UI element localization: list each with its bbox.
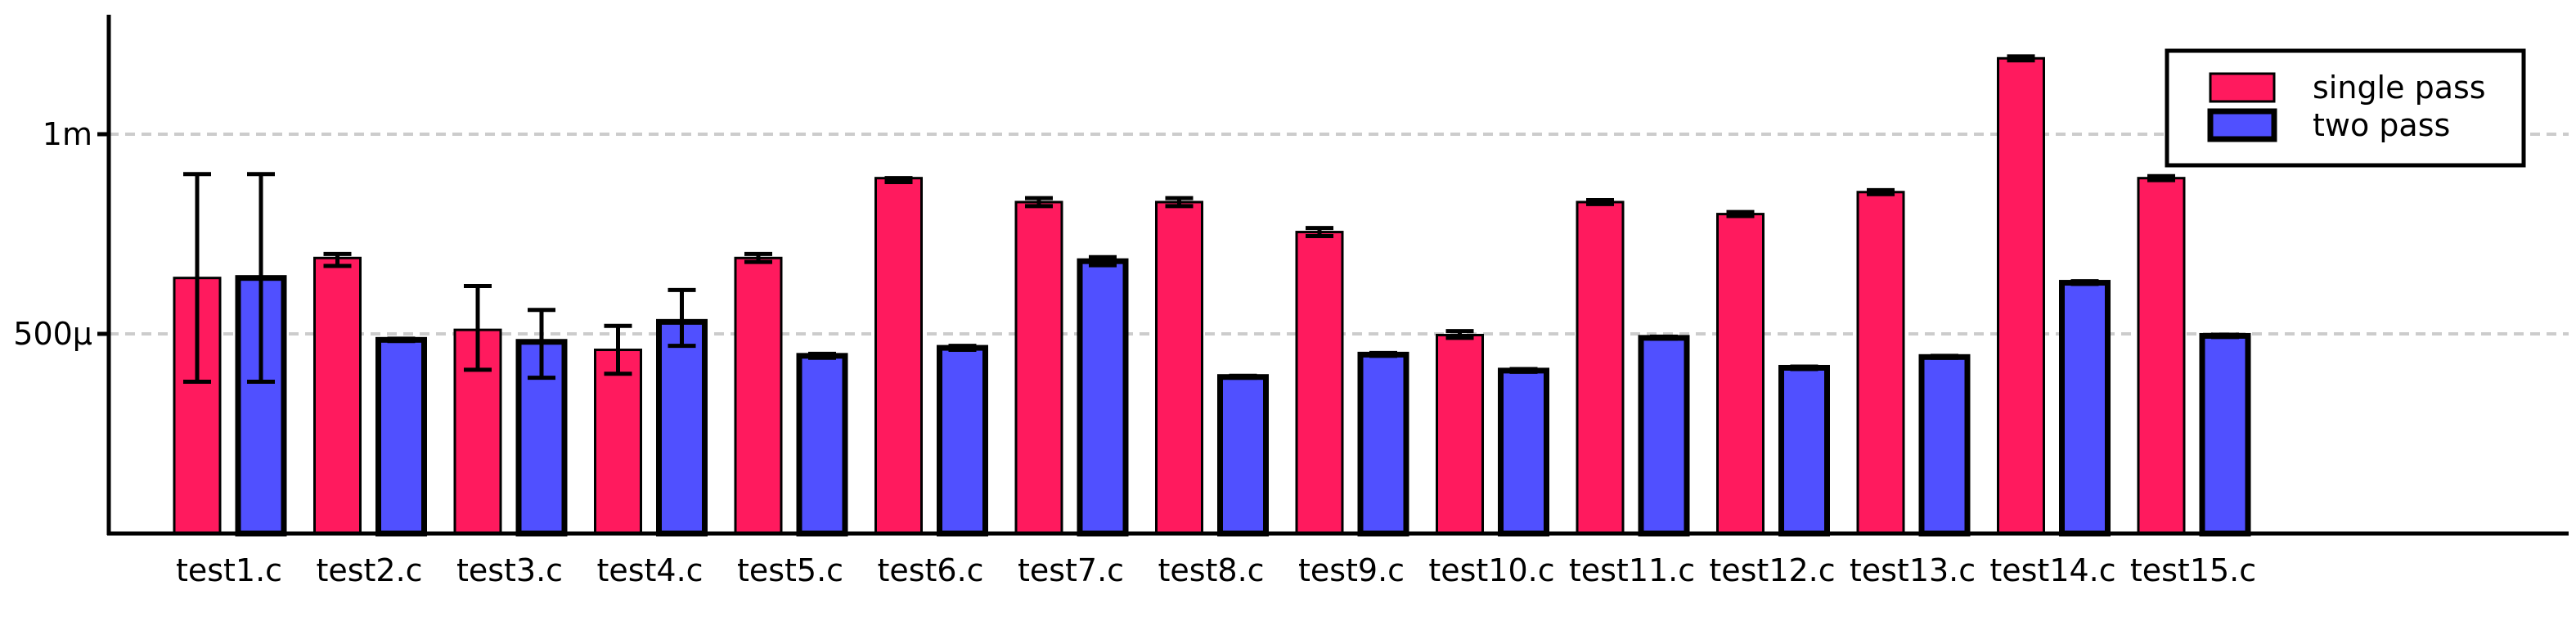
bar-single-pass-2	[313, 256, 362, 535]
bar-single-pass-11	[1576, 200, 1625, 535]
legend-label-single-pass: single pass	[2313, 70, 2486, 106]
bar-two-pass-10	[1498, 367, 1549, 537]
x-tick-label-10: test10.c	[1428, 552, 1554, 588]
x-tick-label-3: test3.c	[456, 552, 563, 588]
bar-two-pass-13	[1918, 354, 1971, 537]
bar-two-pass-2	[375, 336, 427, 537]
bar-two-pass-15	[2199, 332, 2251, 537]
x-tick-label-6: test6.c	[877, 552, 983, 588]
bar-two-pass-4	[656, 318, 708, 537]
bar-two-pass-6	[937, 345, 988, 537]
bar-single-pass-13	[1856, 191, 1905, 535]
bar-single-pass-4	[594, 349, 642, 535]
bar-two-pass-5	[796, 353, 848, 537]
bar-two-pass-9	[1357, 351, 1409, 537]
x-tick-label-8: test8.c	[1158, 552, 1264, 588]
y-tick-label-1: 1m	[43, 116, 92, 152]
x-tick-label-2: test2.c	[316, 552, 422, 588]
x-tick-label-13: test13.c	[1850, 552, 1976, 588]
bar-two-pass-11	[1638, 335, 1690, 537]
legend-swatch-two-pass	[2207, 108, 2277, 142]
legend-box	[2165, 48, 2526, 168]
x-tick-labels: test1.c test2.c test3.c test4.c test5.c test6…	[176, 552, 2256, 588]
bar-single-pass-15	[2137, 177, 2186, 535]
x-tick-label-14: test14.c	[1989, 552, 2115, 588]
bar-single-pass-6	[874, 177, 923, 535]
x-tick-label-9: test9.c	[1298, 552, 1405, 588]
x-tick-label-7: test7.c	[1018, 552, 1124, 588]
x-tick-label-11: test11.c	[1569, 552, 1695, 588]
x-tick-label-5: test5.c	[737, 552, 843, 588]
error-bars	[183, 54, 2239, 385]
axes	[106, 15, 2569, 536]
y-ticks: 500µ 1m	[13, 116, 109, 352]
x-tick-label-4: test4.c	[596, 552, 703, 588]
bar-single-pass-8	[1155, 200, 1203, 535]
x-tick-label-12: test12.c	[1709, 552, 1835, 588]
bar-single-pass-12	[1716, 213, 1765, 535]
legend-label-two-pass: two pass	[2313, 107, 2450, 143]
bar-single-pass-7	[1014, 200, 1063, 535]
bars	[173, 56, 2251, 537]
bar-two-pass-8	[1217, 374, 1269, 537]
bar-two-pass-12	[1778, 364, 1830, 537]
bar-two-pass-7	[1077, 258, 1129, 537]
x-tick-label-1: test1.c	[176, 552, 282, 588]
x-tick-label-15: test15.c	[2130, 552, 2256, 588]
bar-single-pass-9	[1295, 231, 1344, 535]
bar-single-pass-10	[1436, 333, 1484, 535]
y-tick-label-0: 500µ	[13, 316, 92, 352]
bar-single-pass-5	[734, 256, 783, 535]
bar-single-pass-14	[1997, 56, 2045, 535]
legend-swatch-single-pass	[2209, 72, 2276, 103]
bar-two-pass-14	[2059, 280, 2111, 537]
